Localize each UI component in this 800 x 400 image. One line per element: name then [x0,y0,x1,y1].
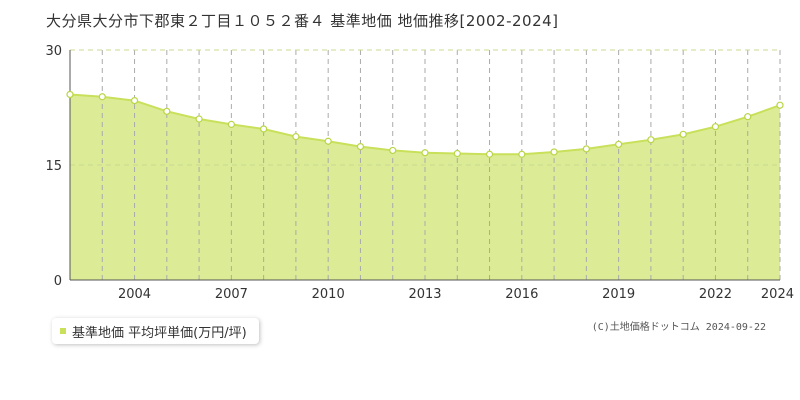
data-point [550,148,558,156]
data-point [98,93,106,101]
y-tick-label: 30 [45,44,62,59]
x-tick-label: 2019 [602,287,635,302]
data-point [776,101,784,109]
data-point [66,90,74,99]
x-tick-label: 2016 [505,287,538,302]
data-point [679,130,687,138]
x-tick-label: 2022 [699,287,732,302]
data-point [453,149,461,158]
data-point [647,136,655,144]
x-tick-label: 2004 [118,287,151,302]
x-tick-label: 2007 [215,287,248,302]
legend-label: 基準地価 平均坪単価(万円/坪) [72,325,247,341]
data-point [485,150,494,158]
legend: 基準地価 平均坪単価(万円/坪) [52,318,259,344]
data-point [389,146,397,155]
y-tick-label: 15 [45,159,62,174]
data-point [195,115,203,123]
data-point [324,137,332,145]
y-tick-label: 0 [54,274,62,289]
data-point [356,143,365,151]
data-point [744,113,752,121]
chart-title: 大分県大分市下郡東２丁目１０５２番４ 基準地価 地価推移[2002-2024] [46,12,559,30]
data-point [292,133,300,141]
data-point [421,149,429,157]
data-point [260,125,268,133]
data-point [518,150,526,158]
x-tick-label: 2013 [408,287,441,302]
copyright-text: (C)土地価格ドットコム 2024-09-22 [591,322,766,333]
data-point [163,107,171,115]
data-point [711,123,720,131]
x-tick-label: 2010 [312,287,345,302]
data-point [130,96,139,105]
data-point [227,120,235,128]
data-point [615,140,623,148]
data-point [582,145,590,153]
x-tick-label: 2024 [761,287,794,302]
legend-swatch [60,328,66,334]
